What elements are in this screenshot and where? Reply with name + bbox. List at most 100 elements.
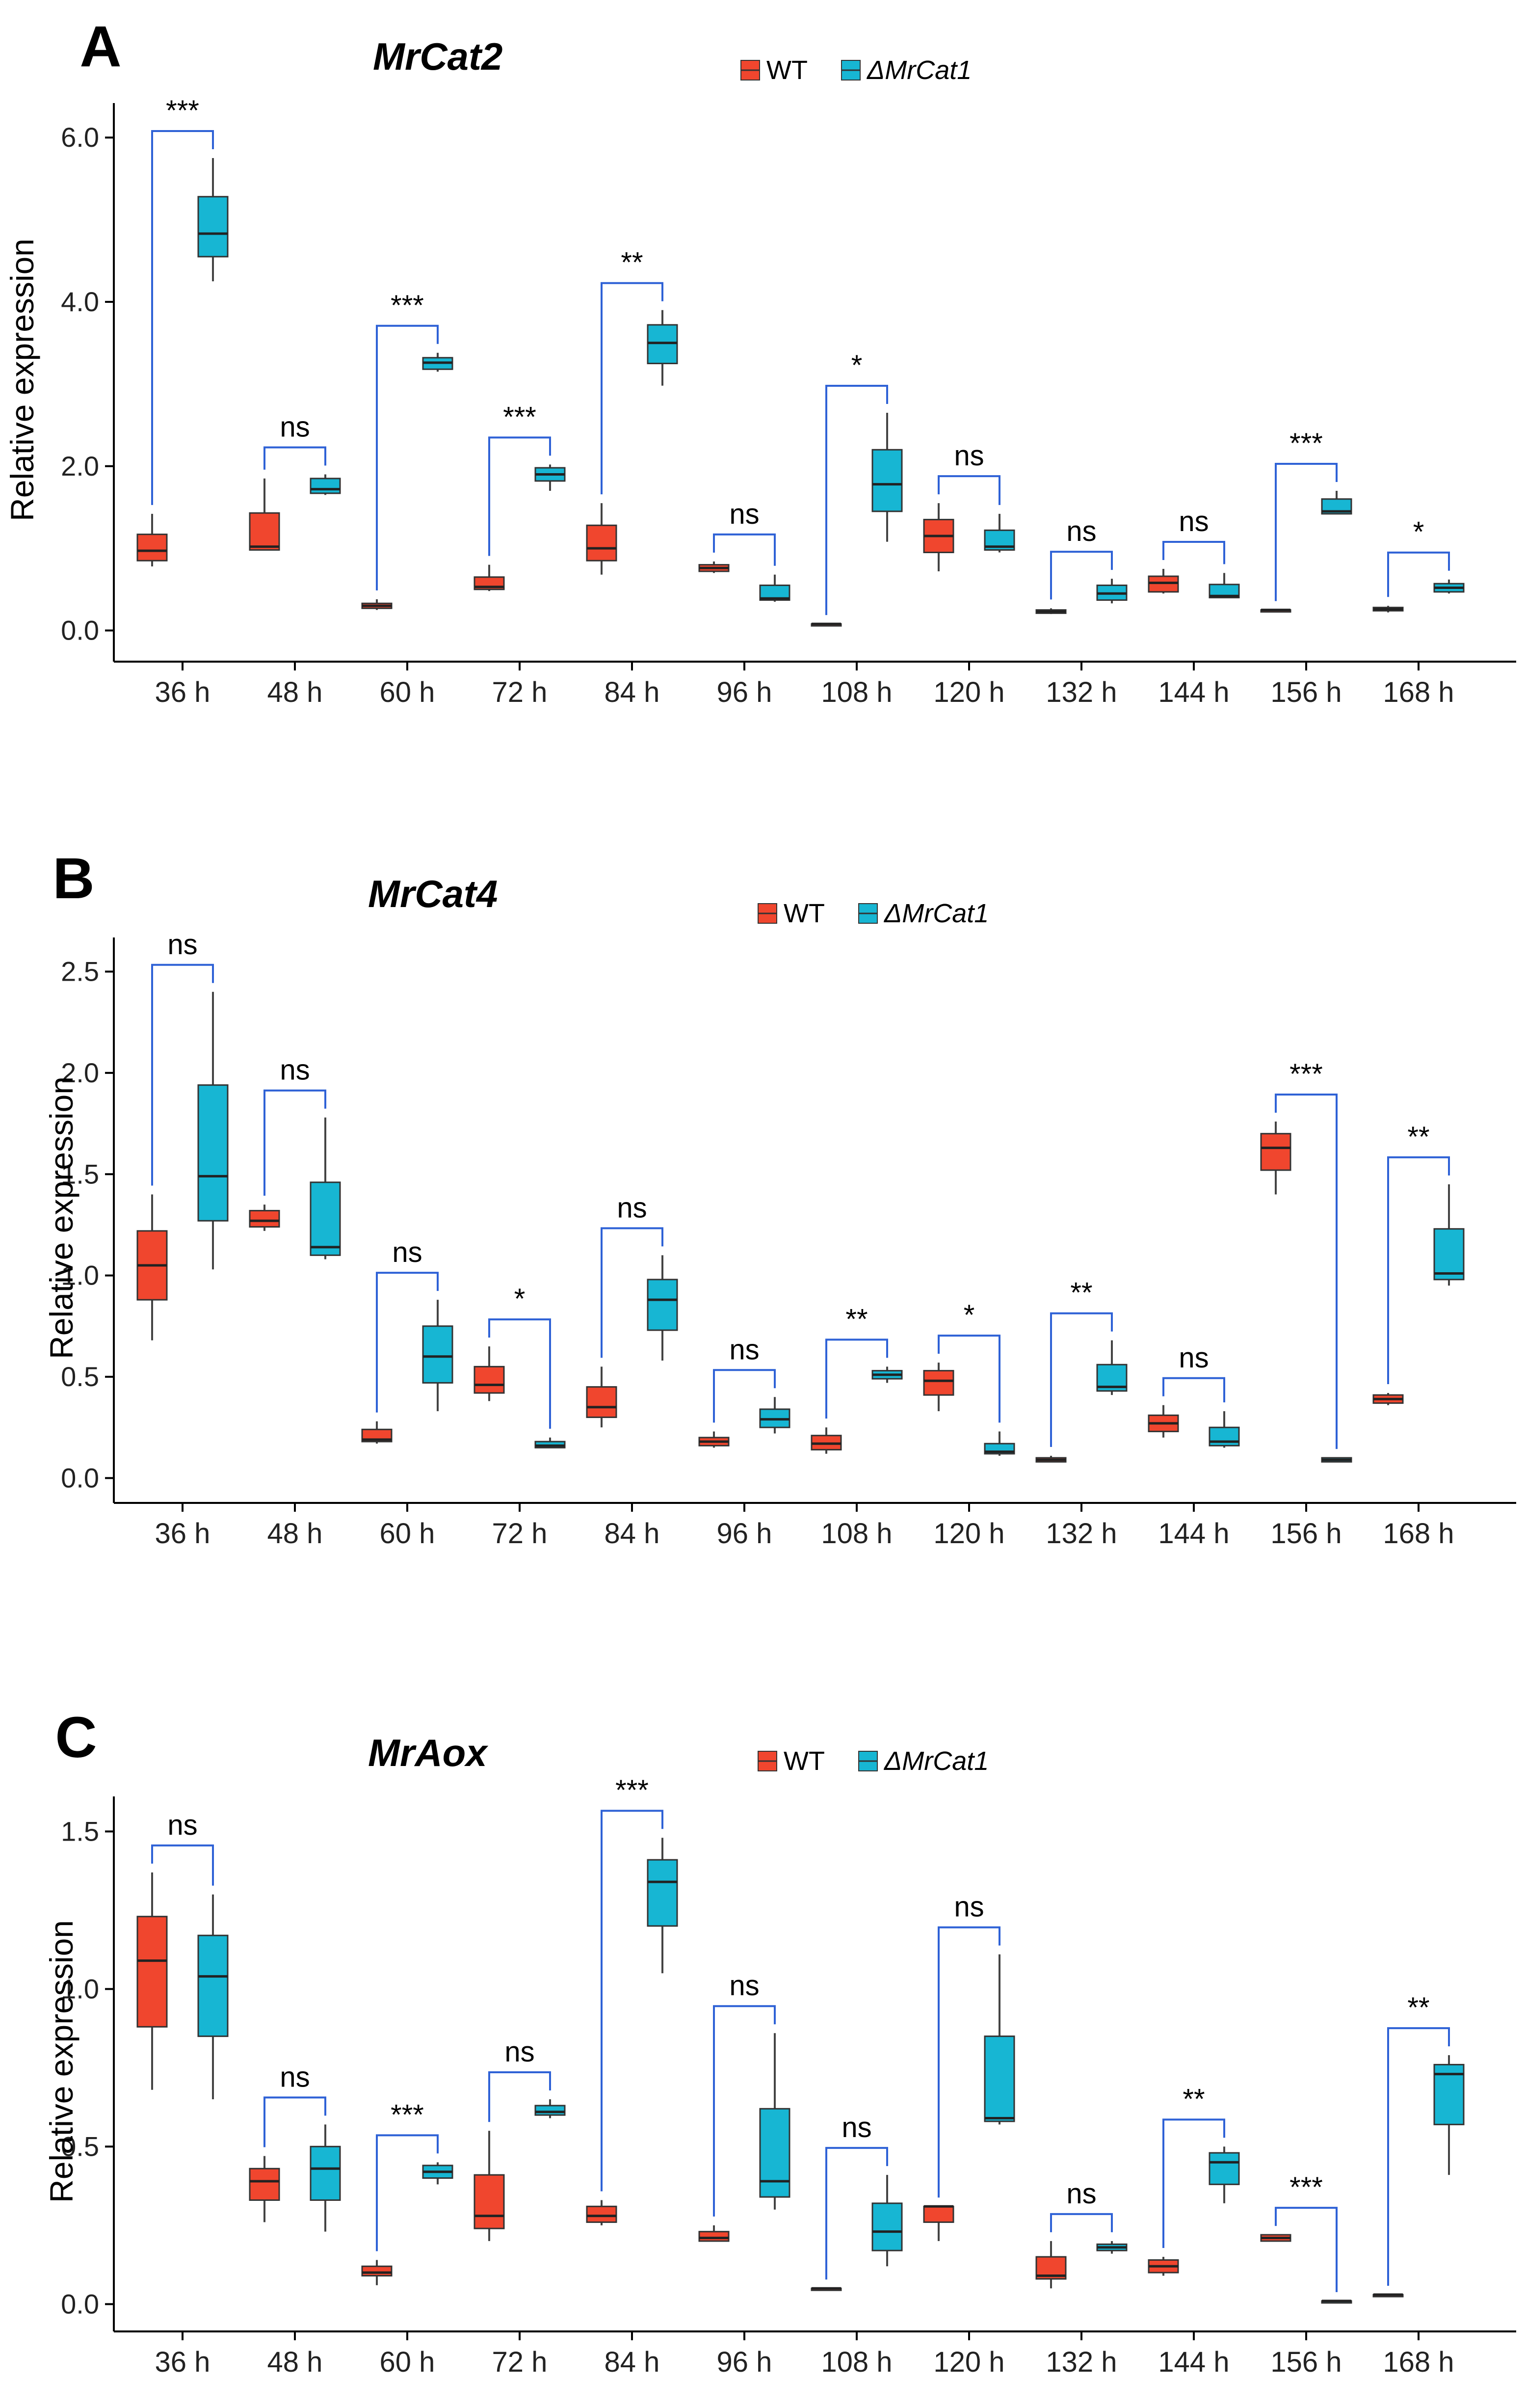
box-body [310, 2145, 341, 2201]
panel-a: A MrCat2 WT ΔMrCat1 0.0 2.0 4.0 6.0 Relative exp… [4, 14, 1516, 708]
box-mutant [1096, 1340, 1128, 1395]
box-wt [1372, 2293, 1404, 2298]
box-wt [811, 622, 842, 627]
x-tick-label: 72 h [492, 2346, 548, 2378]
x-tick-label: 132 h [1046, 1518, 1117, 1550]
significance-bracket [1275, 2207, 1338, 2292]
significance-label: *** [391, 290, 424, 321]
box-mutant [1321, 1457, 1352, 1463]
x-tick-label: 72 h [492, 1518, 548, 1550]
box-body [586, 1386, 617, 1418]
significance-bracket [263, 446, 326, 470]
significance-bracket [1275, 1093, 1338, 1449]
box-body [249, 512, 280, 551]
box-body [1148, 575, 1179, 593]
significance-bracket [938, 475, 1000, 505]
significance-label: ** [621, 247, 643, 279]
box-wt [923, 1363, 954, 1412]
significance-bracket [376, 1272, 439, 1413]
x-tick-label: 60 h [380, 676, 435, 708]
panel-label: B [53, 846, 94, 911]
significance-label: ns [1066, 2178, 1096, 2210]
significance-bracket [713, 1369, 776, 1423]
x-tick-label: 96 h [717, 1518, 772, 1550]
box-mutant [759, 1397, 790, 1434]
x-tick-label: 36 h [155, 1518, 210, 1550]
significance-label: ns [1066, 515, 1096, 547]
panel-label: C [55, 1705, 97, 1770]
x-tick-label: 120 h [933, 1518, 1004, 1550]
box-body [586, 2205, 617, 2223]
box-wt [1148, 568, 1179, 594]
box-wt [811, 2287, 842, 2291]
box-mutant [871, 1366, 903, 1383]
box-body [197, 1084, 229, 1222]
x-tick-label: 156 h [1270, 1518, 1342, 1550]
x-tick-label: 72 h [492, 676, 548, 708]
chart-title: MrAox [368, 1731, 489, 1774]
legend-label-mutant: ΔMrCat1 [866, 55, 972, 85]
y-tick-label: 1.0 [61, 1260, 99, 1291]
y-tick-label: 0.5 [61, 2131, 99, 2162]
box-body [197, 1934, 229, 2037]
box-body [1433, 1228, 1465, 1281]
significance-bracket [713, 533, 776, 566]
significance-bracket [488, 2071, 551, 2122]
significance-label: ns [842, 2112, 871, 2143]
box-mutant [1209, 1411, 1240, 1448]
significance-bracket [1387, 551, 1450, 597]
significance-bracket [825, 1338, 888, 1419]
box-wt [1260, 2234, 1291, 2242]
y-tick-label: 6.0 [61, 122, 99, 153]
significance-label: ns [392, 1236, 422, 1268]
box-wt [1372, 1393, 1404, 1405]
box-mutant [647, 310, 678, 386]
x-tick-label: 144 h [1158, 676, 1229, 708]
x-tick-label: 168 h [1383, 676, 1454, 708]
box-mutant [197, 1894, 229, 2100]
legend-label-mutant: ΔMrCat1 [883, 1746, 989, 1776]
significance-label: ns [280, 411, 310, 443]
significance-bracket [1050, 551, 1113, 600]
box-body [923, 2205, 954, 2223]
significance-bracket [1162, 1377, 1225, 1403]
y-tick-label: 0.5 [61, 1361, 99, 1392]
significance-label: * [851, 349, 863, 381]
box-wt [136, 1194, 168, 1340]
box-mutant [534, 1437, 566, 1448]
x-tick-label: 48 h [267, 1518, 323, 1550]
legend-label-wt: WT [784, 1746, 825, 1776]
y-tick-label: 2.0 [61, 451, 99, 482]
box-mutant [1096, 2241, 1128, 2254]
y-tick-label: 0.0 [61, 615, 99, 646]
significance-label: ** [1407, 1121, 1429, 1153]
box-body [871, 2202, 903, 2251]
significance-label: ns [1179, 506, 1209, 537]
box-body [586, 524, 617, 562]
box-wt [1148, 2257, 1179, 2276]
box-body [136, 534, 168, 562]
box-wt [249, 2156, 280, 2222]
box-wt [923, 503, 954, 572]
box-body [1209, 1426, 1240, 1446]
box-wt [586, 2200, 617, 2225]
box-mutant [871, 2175, 903, 2267]
box-body [759, 2108, 790, 2198]
significance-label: ns [280, 1054, 310, 1086]
significance-bracket [1162, 2118, 1225, 2248]
significance-bracket [376, 2134, 439, 2251]
significance-label: ns [729, 1970, 759, 2002]
significance-bracket [1387, 2027, 1450, 2286]
significance-label: ns [1179, 1342, 1209, 1374]
significance-label: ns [504, 2036, 534, 2068]
panel-b: B MrCat4 WT ΔMrCat1 0.0 0.5 1.0 1.5 2.0 2.5 Relati… [43, 846, 1516, 1550]
box-mutant [759, 574, 790, 602]
significance-bracket [1162, 540, 1225, 564]
significance-label: *** [503, 401, 536, 433]
box-wt [474, 2131, 505, 2241]
significance-label: ns [729, 1334, 759, 1365]
x-tick-label: 120 h [933, 2346, 1004, 2378]
x-tick-label: 84 h [605, 1518, 660, 1550]
y-tick-label: 2.0 [61, 1057, 99, 1088]
x-tick-label: 108 h [821, 1518, 892, 1550]
